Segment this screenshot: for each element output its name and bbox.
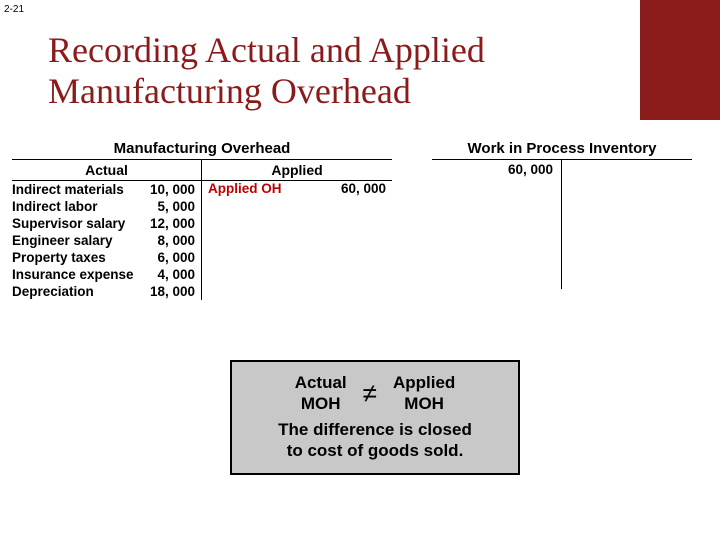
content-area: Manufacturing Overhead Actual Applied In… xyxy=(12,140,712,300)
note-bottom-line1: The difference is closed xyxy=(246,419,504,440)
wip-title: Work in Process Inventory xyxy=(432,140,692,159)
moh-applied-label: Applied OH xyxy=(208,181,282,300)
wip-debit-col: 60, 000 xyxy=(432,160,562,289)
moh-row-label: Engineer salary xyxy=(12,233,113,248)
wip-credit-col xyxy=(562,160,692,289)
moh-t-account: Manufacturing Overhead Actual Applied In… xyxy=(12,140,392,300)
note-bottom-line2: to cost of goods sold. xyxy=(246,440,504,461)
note-equation: Actual MOH ≠ Applied MOH xyxy=(246,372,504,415)
note-applied-line1: Applied xyxy=(393,372,455,393)
moh-row: Property taxes 6, 000 xyxy=(12,249,195,266)
moh-title: Manufacturing Overhead xyxy=(12,140,392,159)
moh-row-value: 10, 000 xyxy=(143,182,195,197)
moh-actual-col: Indirect materials 10, 000 Indirect labor… xyxy=(12,181,202,300)
corner-block xyxy=(640,0,720,120)
moh-row: Engineer salary 8, 000 xyxy=(12,232,195,249)
moh-applied-value: 60, 000 xyxy=(341,181,392,300)
moh-row-label: Property taxes xyxy=(12,250,106,265)
not-equal-icon: ≠ xyxy=(361,380,379,406)
moh-row-label: Indirect materials xyxy=(12,182,124,197)
wip-t-account: Work in Process Inventory 60, 000 xyxy=(432,140,692,289)
moh-row-value: 18, 000 xyxy=(143,284,195,299)
page-number: 2-21 xyxy=(4,4,24,15)
note-actual-line1: Actual xyxy=(295,372,347,393)
moh-row: Indirect labor 5, 000 xyxy=(12,198,195,215)
note-actual: Actual MOH xyxy=(295,372,347,415)
note-applied-line2: MOH xyxy=(393,393,455,414)
moh-row-value: 6, 000 xyxy=(143,250,195,265)
moh-row-value: 12, 000 xyxy=(143,216,195,231)
moh-actual-header: Actual xyxy=(12,160,202,180)
moh-row: Indirect materials 10, 000 xyxy=(12,181,195,198)
moh-row: Insurance expense 4, 000 xyxy=(12,266,195,283)
moh-row-label: Indirect labor xyxy=(12,199,98,214)
note-box: Actual MOH ≠ Applied MOH The difference … xyxy=(230,360,520,475)
moh-row: Supervisor salary 12, 000 xyxy=(12,215,195,232)
moh-row-value: 5, 000 xyxy=(143,199,195,214)
t-accounts: Manufacturing Overhead Actual Applied In… xyxy=(12,140,712,300)
note-applied: Applied MOH xyxy=(393,372,455,415)
moh-row-label: Insurance expense xyxy=(12,267,134,282)
moh-body: Indirect materials 10, 000 Indirect labor… xyxy=(12,180,392,300)
moh-subheader: Actual Applied xyxy=(12,159,392,180)
moh-applied-col: Applied OH 60, 000 xyxy=(202,181,392,300)
moh-row-value: 8, 000 xyxy=(143,233,195,248)
wip-body: 60, 000 xyxy=(432,159,692,289)
note-actual-line2: MOH xyxy=(295,393,347,414)
moh-row: Depreciation 18, 000 xyxy=(12,283,195,300)
moh-applied-header: Applied xyxy=(202,160,392,180)
slide-title: Recording Actual and Applied Manufacturi… xyxy=(48,30,628,113)
moh-row-label: Depreciation xyxy=(12,284,94,299)
moh-row-label: Supervisor salary xyxy=(12,216,125,231)
moh-row-value: 4, 000 xyxy=(143,267,195,282)
